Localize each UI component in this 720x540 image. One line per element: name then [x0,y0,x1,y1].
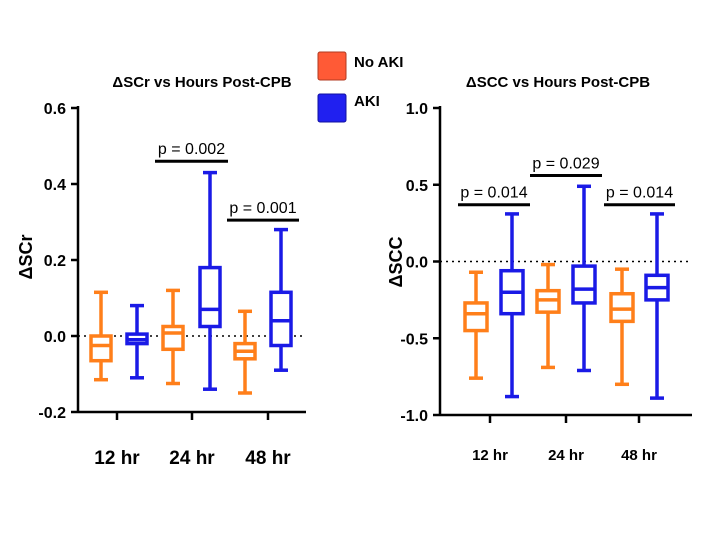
y-tick-label: 0.6 [44,101,66,118]
box-iqr [161,324,185,352]
chart-delta-scc: ΔSCC vs Hours Post-CPB ΔSCC 1.0 0.5 0.0 -0.… [386,74,692,464]
box-iqr [463,301,489,333]
p-value: 0.001 [257,200,297,217]
p-value-label: p = 0.029 [532,156,599,173]
box-no-aki-2 [609,267,635,387]
box-aki-1 [198,170,222,391]
y-tick-label: 1.0 [406,101,428,118]
y-tick-label: -0.2 [38,405,66,422]
p-prefix: p = [158,141,185,158]
box-no-aki-2 [233,309,257,395]
x-tick-label: 12 hr [472,447,508,464]
p-prefix: p = [460,185,487,202]
box-aki-0 [499,212,525,399]
plot-area: 0.6 0.4 0.2 0.0 -0.2 12 hr 24 hr 48 hr p = 0.002… [38,101,306,469]
p-value-label: p = 0.002 [158,141,225,158]
x-tick-label: 48 hr [245,448,291,469]
x-tick-label: 24 hr [169,448,215,469]
y-axis-label: ΔSCC [386,237,406,288]
p-value: 0.002 [185,141,225,158]
y-tick-label: 0.0 [406,255,428,272]
y-tick-label: -0.5 [400,331,428,348]
p-value-label: p = 0.001 [229,200,296,217]
x-tick-label: 24 hr [548,447,584,464]
legend-label-aki: AKI [354,93,380,110]
p-value-label: p = 0.014 [460,185,527,202]
y-tick-label: -1.0 [400,408,428,425]
box-iqr [571,264,597,305]
p-prefix: p = [606,185,633,202]
legend-label-no-aki: No AKI [354,54,403,71]
box-iqr [198,265,222,329]
box-no-aki-0 [89,290,113,382]
legend-swatch-no-aki [317,51,347,81]
plot-area: 1.0 0.5 0.0 -0.5 -1.0 12 hr 24 hr 48 hr p = 0.01… [400,101,692,464]
box-iqr [89,334,113,363]
y-tick-label: 0.0 [44,329,66,346]
legend-swatch-aki [317,93,347,123]
x-tick-label: 48 hr [621,447,657,464]
x-tick-label: 12 hr [94,448,140,469]
p-value: 0.014 [488,185,528,202]
y-axis-label: ΔSCr [16,235,36,280]
p-prefix: p = [532,156,559,173]
y-tick-label: 0.5 [406,178,428,195]
p-prefix: p = [229,200,256,217]
p-value: 0.014 [633,185,673,202]
box-aki-2 [644,212,670,400]
chart-title: ΔSCr vs Hours Post-CPB [112,74,291,91]
box-no-aki-1 [535,262,561,370]
chart-title: ΔSCC vs Hours Post-CPB [466,74,650,91]
box-aki-1 [571,184,597,373]
y-tick-label: 0.2 [44,253,66,270]
p-value-label: p = 0.014 [606,185,673,202]
p-value: 0.029 [560,156,600,173]
box-aki-0 [125,303,149,380]
box-aki-2 [269,227,293,372]
box-no-aki-0 [463,270,489,380]
box-iqr [269,290,293,348]
legend: No AKI AKI [317,51,403,123]
box-no-aki-1 [161,288,185,386]
y-tick-label: 0.4 [44,177,66,194]
chart-delta-scr: ΔSCr vs Hours Post-CPB ΔSCr 0.6 0.4 0.2 0.0… [16,74,306,469]
